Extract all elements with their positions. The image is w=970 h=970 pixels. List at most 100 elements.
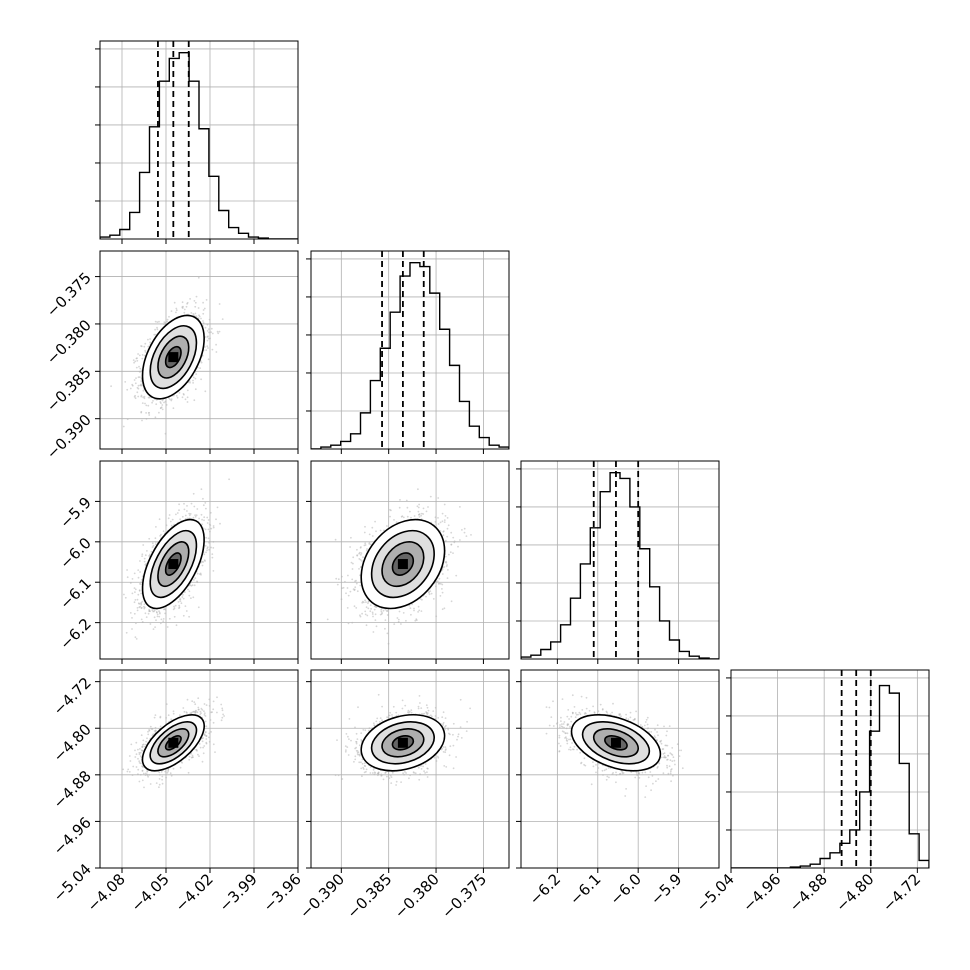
scatter-point bbox=[141, 600, 144, 603]
scatter-point bbox=[160, 618, 163, 621]
scatter-point bbox=[182, 597, 185, 600]
scatter-point bbox=[429, 495, 432, 498]
scatter-point bbox=[141, 402, 144, 404]
panel-content bbox=[100, 461, 298, 659]
scatter-point bbox=[126, 388, 129, 391]
scatter-point bbox=[218, 330, 221, 333]
scatter-point bbox=[176, 512, 179, 514]
scatter-point bbox=[187, 588, 189, 591]
scatter-point bbox=[194, 301, 197, 304]
scatter-point bbox=[434, 520, 437, 523]
scatter-point bbox=[341, 587, 343, 590]
scatter-point bbox=[210, 331, 213, 334]
scatter-point bbox=[151, 542, 154, 545]
scatter-point bbox=[155, 403, 158, 406]
scatter-point bbox=[420, 610, 423, 612]
scatter-point bbox=[138, 376, 141, 378]
scatter-point bbox=[184, 591, 186, 593]
scatter-point bbox=[154, 328, 157, 331]
scatter-point bbox=[156, 326, 158, 329]
contour-line bbox=[141, 518, 205, 610]
scatter-point bbox=[161, 408, 164, 411]
scatter-point bbox=[136, 391, 139, 394]
scatter-point bbox=[204, 390, 207, 393]
scatter-point bbox=[365, 624, 368, 627]
scatter-point bbox=[175, 307, 178, 310]
scatter-point bbox=[204, 346, 206, 348]
scatter-point bbox=[210, 527, 213, 530]
scatter-point bbox=[133, 379, 136, 381]
scatter-point bbox=[352, 588, 355, 590]
scatter-point bbox=[208, 331, 210, 334]
scatter-point bbox=[135, 622, 137, 625]
density-peak bbox=[168, 559, 179, 570]
scatter-point bbox=[171, 518, 174, 521]
scatter-point bbox=[438, 577, 441, 580]
scatter-point bbox=[207, 337, 210, 340]
scatter-point bbox=[146, 550, 148, 552]
scatter-point bbox=[372, 615, 374, 618]
scatter-point bbox=[134, 591, 136, 593]
scatter-point bbox=[202, 504, 205, 507]
scatter-point bbox=[398, 506, 401, 509]
scatter-point bbox=[153, 333, 156, 336]
scatter-point bbox=[341, 575, 343, 578]
scatter-point bbox=[144, 351, 147, 353]
scatter-point bbox=[159, 622, 162, 625]
scatter-point bbox=[420, 512, 423, 515]
scatter-point bbox=[142, 389, 145, 392]
scatter-point bbox=[207, 537, 210, 540]
scatter-point bbox=[133, 587, 136, 589]
scatter-point bbox=[183, 502, 185, 505]
scatter-point bbox=[145, 412, 148, 414]
scatter-point bbox=[443, 519, 446, 521]
scatter-point bbox=[166, 626, 169, 628]
scatter-point bbox=[145, 404, 148, 407]
scatter-point bbox=[179, 600, 182, 602]
scatter-point bbox=[143, 557, 146, 560]
scatter-point bbox=[135, 638, 138, 640]
scatter-point bbox=[188, 590, 191, 593]
scatter-point bbox=[384, 619, 387, 621]
scatter-point bbox=[144, 402, 146, 405]
scatter-point bbox=[212, 570, 215, 572]
scatter-point bbox=[192, 516, 195, 519]
scatter-point bbox=[196, 581, 199, 584]
scatter-point bbox=[156, 328, 159, 331]
scatter-point bbox=[203, 307, 206, 310]
scatter-point bbox=[149, 341, 152, 344]
scatter-point bbox=[178, 606, 181, 609]
scatter-point bbox=[195, 295, 198, 298]
scatter-point bbox=[165, 404, 168, 406]
scatter-point bbox=[205, 507, 207, 510]
scatter-point bbox=[447, 524, 450, 527]
scatter-point bbox=[194, 305, 197, 308]
scatter-point bbox=[140, 395, 143, 398]
scatter-point bbox=[144, 342, 147, 345]
scatter-point bbox=[133, 612, 136, 615]
histogram-panel bbox=[95, 40, 299, 244]
scatter-point bbox=[141, 419, 143, 422]
scatter-point bbox=[110, 385, 112, 388]
scatter-point bbox=[142, 544, 145, 546]
scatter-point bbox=[393, 519, 395, 521]
scatter-point bbox=[190, 502, 193, 505]
scatter-point bbox=[147, 396, 150, 399]
scatter-point bbox=[143, 395, 146, 398]
panel-content bbox=[311, 461, 509, 659]
scatter-point bbox=[162, 530, 165, 533]
panel-content bbox=[731, 670, 929, 868]
scatter-point bbox=[160, 402, 162, 404]
scatter-point bbox=[133, 572, 136, 575]
scatter-point bbox=[200, 361, 203, 364]
scatter-point bbox=[219, 522, 221, 525]
scatter-point bbox=[158, 320, 160, 323]
scatter-point bbox=[166, 320, 169, 323]
scatter-point bbox=[162, 620, 165, 623]
scatter-point bbox=[149, 553, 151, 556]
scatter-point bbox=[172, 608, 175, 611]
scatter-point bbox=[364, 613, 367, 616]
scatter-point bbox=[129, 387, 132, 390]
scatter-point bbox=[185, 305, 188, 308]
scatter-point bbox=[192, 492, 195, 495]
